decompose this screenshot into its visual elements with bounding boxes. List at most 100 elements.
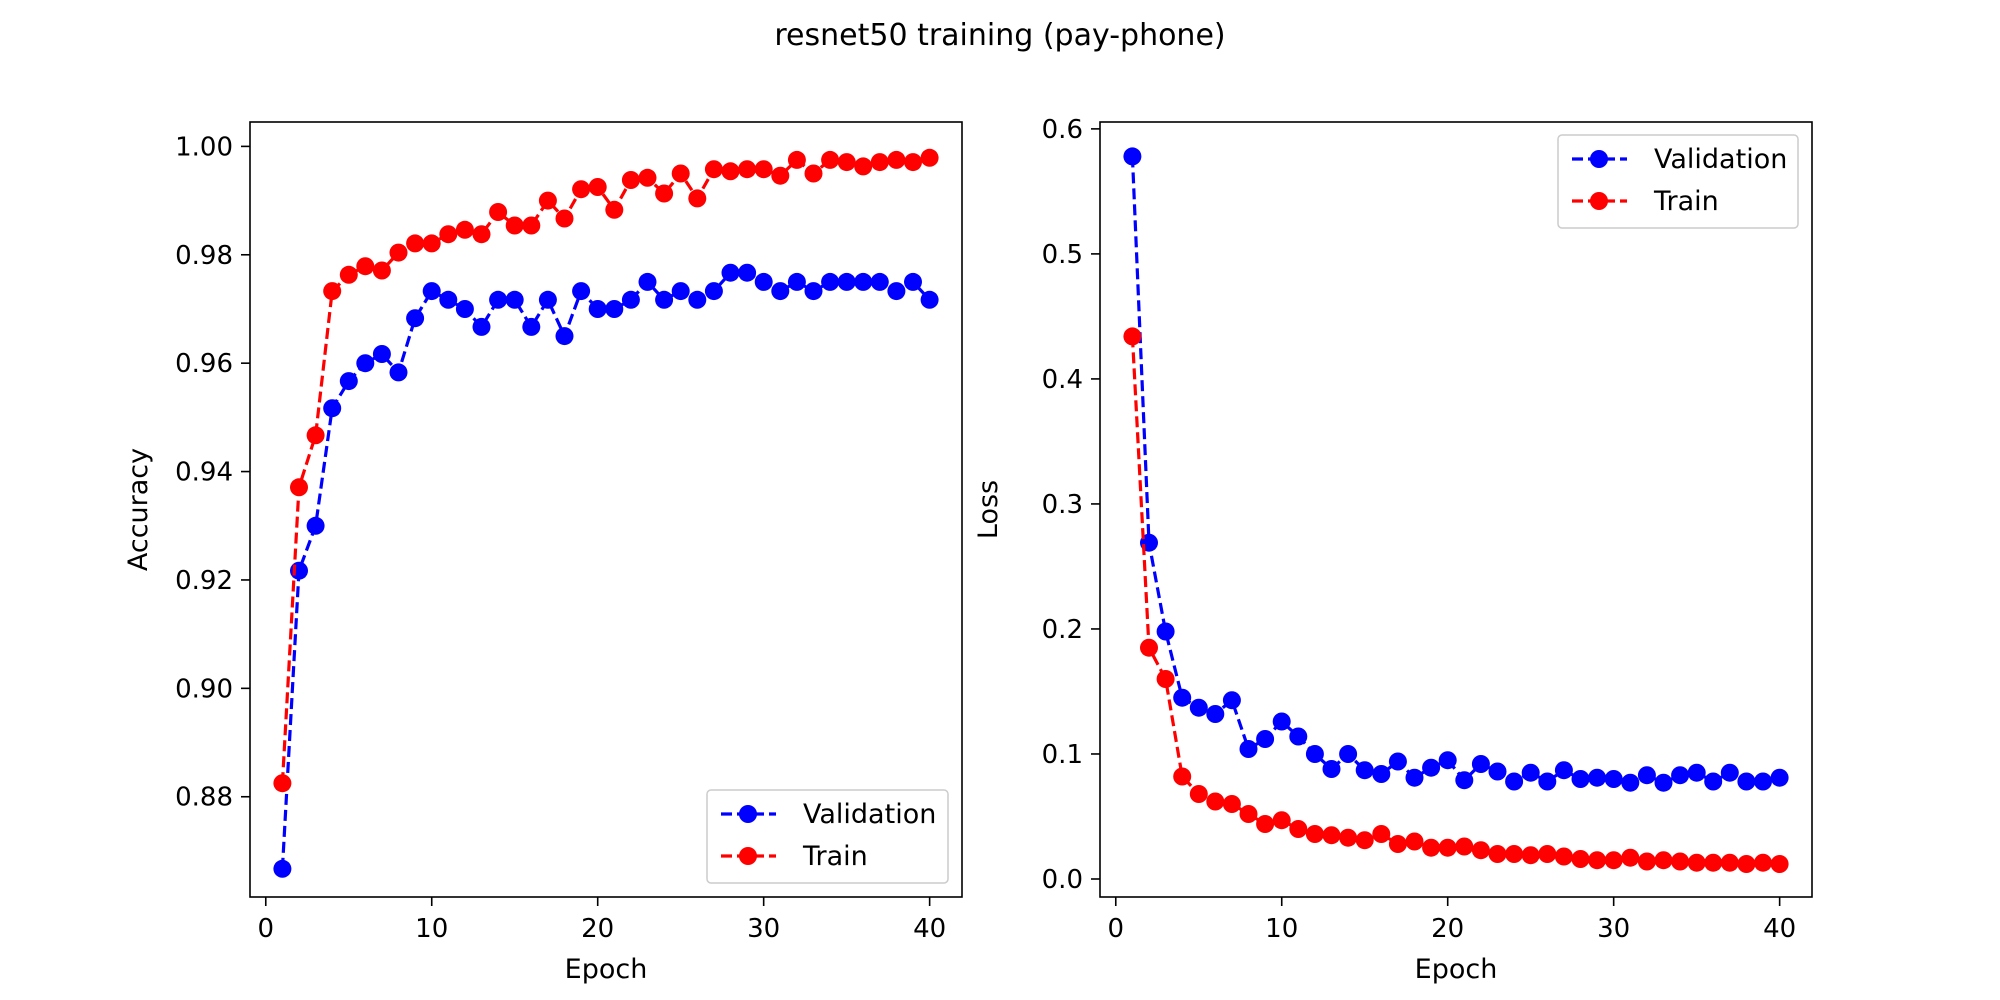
validation-point xyxy=(1588,768,1607,787)
train-point xyxy=(555,209,574,228)
train-point xyxy=(1438,838,1457,857)
y-tick-label: 0.96 xyxy=(175,349,233,379)
validation-point xyxy=(704,282,723,301)
validation-point xyxy=(422,282,441,301)
validation-point xyxy=(290,561,308,580)
validation-point xyxy=(439,290,458,309)
train-point xyxy=(887,150,906,169)
legend: Validation Train xyxy=(1557,134,1799,229)
train-point xyxy=(904,153,922,172)
x-axis-label: Epoch xyxy=(565,954,648,985)
validation-point xyxy=(1173,688,1192,707)
train-point xyxy=(721,162,740,181)
validation-point xyxy=(821,272,840,291)
train-point xyxy=(1422,838,1441,857)
train-point xyxy=(821,150,840,169)
train-point xyxy=(455,220,474,239)
validation-point xyxy=(1305,745,1324,763)
train-point xyxy=(1604,851,1623,870)
validation-point xyxy=(671,282,690,301)
train-point xyxy=(1239,805,1258,823)
y-tick-label: 0.2 xyxy=(1042,615,1083,645)
validation-point xyxy=(1123,147,1142,166)
y-tick-label: 0.88 xyxy=(175,783,233,813)
train-point xyxy=(1305,825,1324,843)
x-tick-label: 0 xyxy=(257,914,274,944)
series-train xyxy=(273,148,939,793)
validation-point xyxy=(1422,758,1441,777)
train-point xyxy=(655,184,674,203)
train-point xyxy=(588,178,607,196)
legend-swatch-marker xyxy=(1590,192,1608,210)
validation-point xyxy=(1339,745,1358,763)
train-point xyxy=(1720,853,1739,872)
validation-point xyxy=(1239,740,1258,758)
validation-point xyxy=(904,272,922,291)
validation-point xyxy=(655,290,674,309)
train-point xyxy=(273,774,292,793)
x-tick-label: 40 xyxy=(1763,914,1796,944)
train-point xyxy=(1471,841,1490,860)
train-point xyxy=(1737,855,1756,873)
validation-point xyxy=(1322,760,1341,778)
validation-point xyxy=(588,300,607,318)
x-tick-label: 20 xyxy=(581,914,614,944)
validation-point xyxy=(1554,761,1573,780)
train-point xyxy=(1289,820,1308,838)
validation-point xyxy=(1222,691,1241,710)
legend: Validation Train xyxy=(706,789,949,884)
train-point xyxy=(804,164,823,183)
validation-point xyxy=(1156,622,1175,641)
validation-point xyxy=(1405,768,1424,787)
train-point xyxy=(522,216,541,235)
train-point xyxy=(1538,845,1557,863)
plot-frame xyxy=(249,121,963,898)
y-tick-label: 0.1 xyxy=(1042,740,1083,770)
train-point xyxy=(870,153,889,172)
train-point xyxy=(489,203,508,221)
legend-swatch-marker xyxy=(739,805,757,823)
train-point xyxy=(538,191,557,210)
validation-point xyxy=(804,282,823,301)
train-point xyxy=(339,265,358,284)
validation-point xyxy=(389,363,408,382)
validation-point xyxy=(1355,761,1374,780)
train-point xyxy=(406,234,425,253)
y-tick-label: 0.6 xyxy=(1042,115,1083,145)
validation-point xyxy=(1488,762,1507,781)
train-point xyxy=(638,168,657,187)
validation-point xyxy=(1455,771,1474,790)
x-tick-label: 0 xyxy=(1107,914,1124,944)
legend-label-validation: Validation xyxy=(1654,144,1787,175)
train-point xyxy=(389,243,408,262)
train-point xyxy=(1272,811,1291,830)
accuracy-panel: 0 10 20 30 40 0.88 0.90 0.92 0.94 0.96 0.98 1.00 Epo… xyxy=(123,121,963,985)
validation-point xyxy=(638,272,657,291)
train-point xyxy=(671,164,690,183)
validation-point xyxy=(1272,712,1291,731)
train-point xyxy=(505,216,524,235)
validation-point xyxy=(771,282,790,301)
x-tick-label: 20 xyxy=(1431,914,1464,944)
series-train xyxy=(1123,327,1789,873)
validation-point xyxy=(1671,766,1690,785)
train-point xyxy=(1687,853,1706,872)
train-point xyxy=(787,150,806,169)
train-point xyxy=(472,225,491,244)
train-point xyxy=(771,166,790,185)
validation-point xyxy=(1720,763,1739,782)
validation-point xyxy=(1505,772,1524,791)
train-point xyxy=(356,257,375,276)
x-tick-label: 30 xyxy=(747,914,780,944)
train-point xyxy=(1339,828,1358,847)
train-point xyxy=(854,157,873,176)
train-point xyxy=(1372,825,1391,843)
train-point xyxy=(1521,846,1540,865)
series-validation xyxy=(1123,147,1789,792)
train-point xyxy=(1505,845,1524,863)
train-point xyxy=(920,148,939,167)
x-tick-label: 10 xyxy=(1265,914,1298,944)
train-point xyxy=(306,426,325,445)
y-axis-label: Accuracy xyxy=(123,448,154,571)
